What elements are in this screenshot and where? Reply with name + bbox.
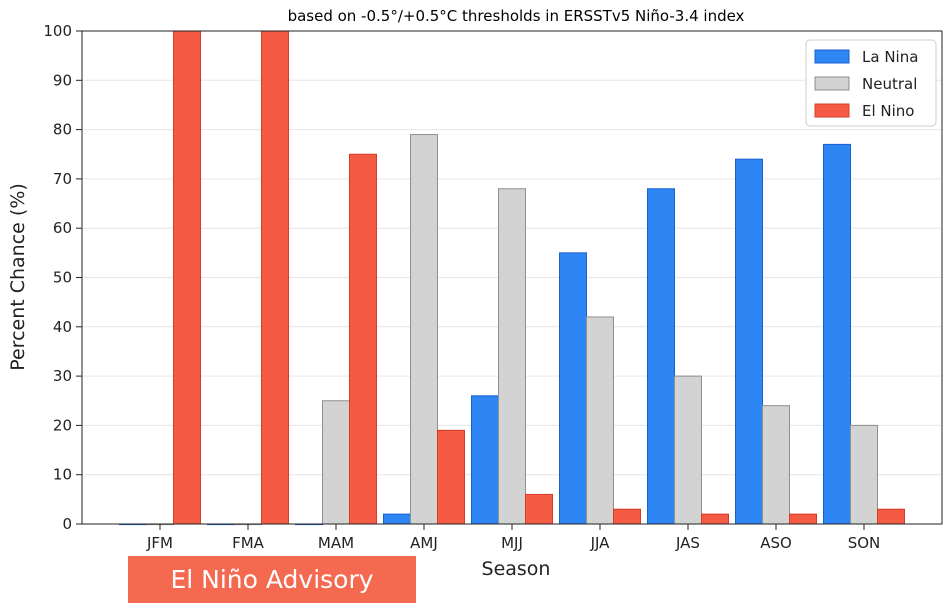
legend-label-la-nina: La Nina <box>862 48 918 66</box>
x-tick-label: JFM <box>146 534 173 552</box>
bar-neutral-mjj <box>498 188 526 525</box>
legend-label-neutral: Neutral <box>862 75 917 93</box>
y-tick-label: 50 <box>53 269 72 287</box>
bar-la-nina-son <box>823 143 851 525</box>
bar-el-nino-son <box>877 508 905 525</box>
x-tick-label: FMA <box>232 534 265 552</box>
bar-la-nina-amj <box>383 513 411 525</box>
bar-el-nino-fma <box>261 30 289 525</box>
bar-el-nino-jja <box>613 508 641 525</box>
x-tick-label: ASO <box>760 534 792 552</box>
bar-neutral-jas <box>674 375 702 525</box>
y-tick-label: 10 <box>53 466 72 484</box>
bar-el-nino-jfm <box>173 30 201 525</box>
chart-title: based on -0.5°/+0.5°C thresholds in ERSS… <box>288 7 745 25</box>
y-tick-label: 0 <box>62 515 72 533</box>
y-axis-label: Percent Chance (%) <box>7 183 29 371</box>
legend: La Nina Neutral El Nino <box>805 39 937 127</box>
bar-neutral-jja <box>586 316 614 525</box>
bar-neutral-mam <box>322 400 350 525</box>
x-tick-label: JJA <box>590 534 611 552</box>
x-axis-label: Season <box>482 558 551 580</box>
bar-neutral-amj <box>410 134 438 525</box>
legend-label-el-nino: El Nino <box>862 102 915 120</box>
bars <box>119 30 905 526</box>
y-tick-label: 40 <box>53 318 72 336</box>
x-tick-label: MAM <box>318 534 354 552</box>
legend-swatch-la-nina <box>814 49 850 64</box>
x-tick-labels: JFM FMA MAM AMJ MJJ JJA JAS ASO SON <box>146 524 880 552</box>
y-tick-label: 70 <box>53 170 72 188</box>
y-tick-label: 100 <box>43 22 72 40</box>
bar-el-nino-mjj <box>525 493 553 525</box>
y-tick-labels: 0 10 20 30 40 50 60 70 80 90 100 <box>43 22 82 533</box>
x-tick-label: SON <box>848 534 881 552</box>
bar-neutral-aso <box>762 405 790 525</box>
x-tick-label: MJJ <box>501 534 523 552</box>
y-tick-label: 90 <box>53 71 72 89</box>
bar-el-nino-aso <box>789 513 817 525</box>
bar-el-nino-mam <box>349 153 377 525</box>
el-nino-advisory-banner: El Niño Advisory <box>128 556 416 603</box>
y-tick-label: 80 <box>53 121 72 139</box>
bar-el-nino-amj <box>437 429 465 525</box>
x-tick-label: AMJ <box>410 534 438 552</box>
legend-swatch-el-nino <box>814 103 850 118</box>
legend-swatch-neutral <box>814 76 850 91</box>
bar-el-nino-jas <box>701 513 729 525</box>
y-tick-label: 60 <box>53 219 72 237</box>
y-tick-label: 20 <box>53 416 72 434</box>
bar-la-nina-aso <box>735 158 763 525</box>
y-tick-label: 30 <box>53 367 72 385</box>
bar-neutral-son <box>850 424 878 525</box>
bar-la-nina-mjj <box>471 395 499 525</box>
bar-la-nina-jja <box>559 252 587 525</box>
bar-la-nina-jas <box>647 188 675 525</box>
x-tick-label: JAS <box>675 534 700 552</box>
